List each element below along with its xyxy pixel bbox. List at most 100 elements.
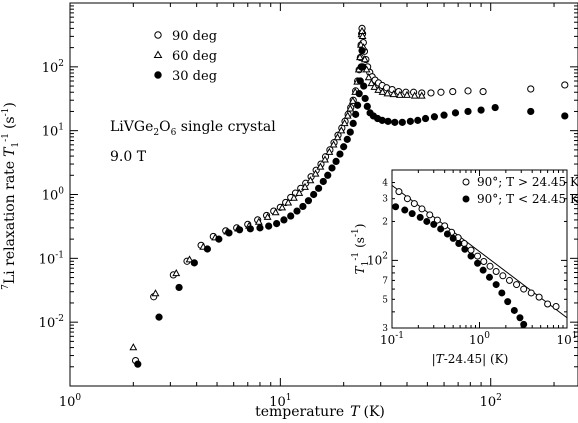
inset-x-tick-label: 10-1	[380, 331, 404, 347]
inset-data-point-series-1	[492, 281, 500, 289]
data-point-series-1	[389, 89, 398, 98]
field-annotation: 9.0 T	[110, 149, 147, 165]
data-point-series-1	[329, 140, 338, 148]
data-point-series-1	[337, 126, 346, 134]
data-point-series-2	[287, 212, 295, 220]
data-point-series-1	[358, 31, 367, 40]
data-point-series-2	[203, 245, 212, 253]
y-axis-label-text: Li relaxation rate	[2, 161, 18, 284]
data-point-series-1	[129, 343, 138, 351]
inset-data-point-series-1	[443, 230, 451, 238]
inset-legend-marker-above	[462, 178, 470, 186]
inset-data-point-series-1	[461, 245, 469, 253]
inset-y-tick-label: 2	[382, 217, 388, 227]
data-point-series-2	[359, 63, 367, 71]
data-point-series-2	[378, 116, 386, 124]
inset-tick-labels: 10-1 100 101 3 5 7 102 2 3 4	[367, 179, 578, 347]
legend-marker-90deg	[154, 31, 162, 39]
data-point-series-2	[349, 119, 357, 127]
y-tick-label: 102	[42, 59, 64, 76]
data-point-series-2	[299, 202, 307, 211]
data-point-series-2	[215, 235, 223, 243]
inset-y-tick-label: 102	[367, 251, 388, 267]
x-tick-label: 100	[59, 393, 82, 410]
data-point-series-1	[325, 147, 334, 155]
inset-x-tick-label: 101	[556, 331, 577, 347]
data-point-series-2	[235, 226, 244, 234]
data-point-series-2	[561, 112, 569, 120]
inset-data-point-series-0	[499, 272, 507, 280]
sample-name-b: O	[159, 119, 170, 135]
x-axis-label-variable: T	[350, 404, 361, 420]
inset-data-point-series-1	[479, 266, 487, 274]
data-point-series-1	[333, 133, 342, 141]
data-point-series-1	[289, 193, 298, 201]
inset-data-point-series-0	[403, 195, 411, 203]
data-point-series-0	[561, 81, 569, 89]
sample-name-c: single crystal	[176, 119, 276, 135]
data-point-series-2	[175, 283, 183, 292]
main-tick-labels: 100 101 102 10-2 10-1 100 101 102	[39, 59, 502, 410]
data-point-series-1	[395, 90, 404, 98]
inset-data-point-series-1	[485, 273, 493, 281]
data-point-series-2	[225, 229, 233, 237]
inset-data-point-series-1	[449, 234, 457, 242]
inset-y-tick-label: 3	[382, 324, 388, 334]
inset-data-point-series-0	[480, 258, 488, 266]
data-point-series-1	[360, 55, 369, 63]
data-point-series-2	[155, 313, 163, 321]
data-point-series-1	[263, 212, 272, 220]
data-point-series-1	[151, 289, 160, 297]
inset-data-point-series-0	[535, 293, 543, 301]
inset-x-axis-label: |T-24.45| (K)	[432, 352, 509, 366]
y-axis-label-unit: (s	[2, 116, 18, 129]
inset-data-point-series-1	[498, 289, 506, 297]
inset-data-point-series-1	[516, 314, 524, 322]
inset-x-label-variable: T	[436, 352, 445, 366]
sample-name-sub1: 2	[153, 128, 159, 138]
y-axis-label-superscript: -1	[1, 133, 11, 142]
data-point-series-1	[378, 87, 387, 95]
legend-marker-60deg	[153, 50, 163, 58]
y-axis-label-unit-superscript: -1	[1, 108, 11, 117]
y-tick-label: 10-1	[39, 250, 64, 267]
inset-legend: 90°; T > 24.45 K 90°; T < 24.45 K	[462, 175, 578, 206]
inset-data-point-series-0	[467, 246, 475, 254]
data-point-series-2	[265, 222, 273, 230]
inset-data-point-series-1	[455, 240, 463, 248]
inset-y-axis-label: T1-1(s-1)	[351, 224, 371, 275]
data-point-series-2	[361, 94, 369, 103]
data-point-series-1	[271, 208, 280, 216]
legend-marker-30deg	[154, 71, 162, 79]
inset-data-point-series-1	[416, 213, 424, 221]
inset-legend-label-below: 90°; T < 24.45 K	[477, 192, 578, 206]
inset-data-point-series-0	[395, 188, 403, 196]
data-point-series-2	[398, 118, 406, 126]
data-point-series-2	[440, 111, 448, 119]
data-point-series-2	[340, 143, 348, 151]
data-point-series-1	[254, 217, 263, 225]
data-point-series-0	[527, 85, 535, 93]
inset-data-point-series-0	[492, 268, 500, 276]
inset-data-point-series-1	[520, 320, 528, 328]
data-point-series-1	[306, 176, 315, 184]
inset-legend-marker-below	[462, 195, 470, 203]
inset-data-point-series-0	[520, 285, 528, 293]
inset-y-label-variable: T	[353, 265, 367, 274]
inset-y-label-superscript: -1	[351, 252, 361, 261]
data-point-series-0	[427, 89, 435, 97]
data-point-series-0	[437, 88, 445, 96]
inset-x-label-open: |	[432, 352, 436, 366]
inset-data-point-series-0	[505, 276, 513, 284]
data-point-series-2	[190, 259, 198, 267]
inset-data-point-series-1	[392, 203, 400, 211]
sample-name-sub2: 6	[171, 128, 177, 138]
inset-data-point-series-1	[510, 306, 518, 314]
data-point-series-2	[430, 113, 439, 121]
inset-background	[352, 160, 570, 344]
y-tick-label: 100	[42, 187, 65, 204]
data-point-series-1	[374, 85, 383, 93]
data-point-series-2	[134, 360, 142, 368]
data-point-series-2	[352, 110, 360, 118]
data-point-series-2	[527, 107, 535, 116]
